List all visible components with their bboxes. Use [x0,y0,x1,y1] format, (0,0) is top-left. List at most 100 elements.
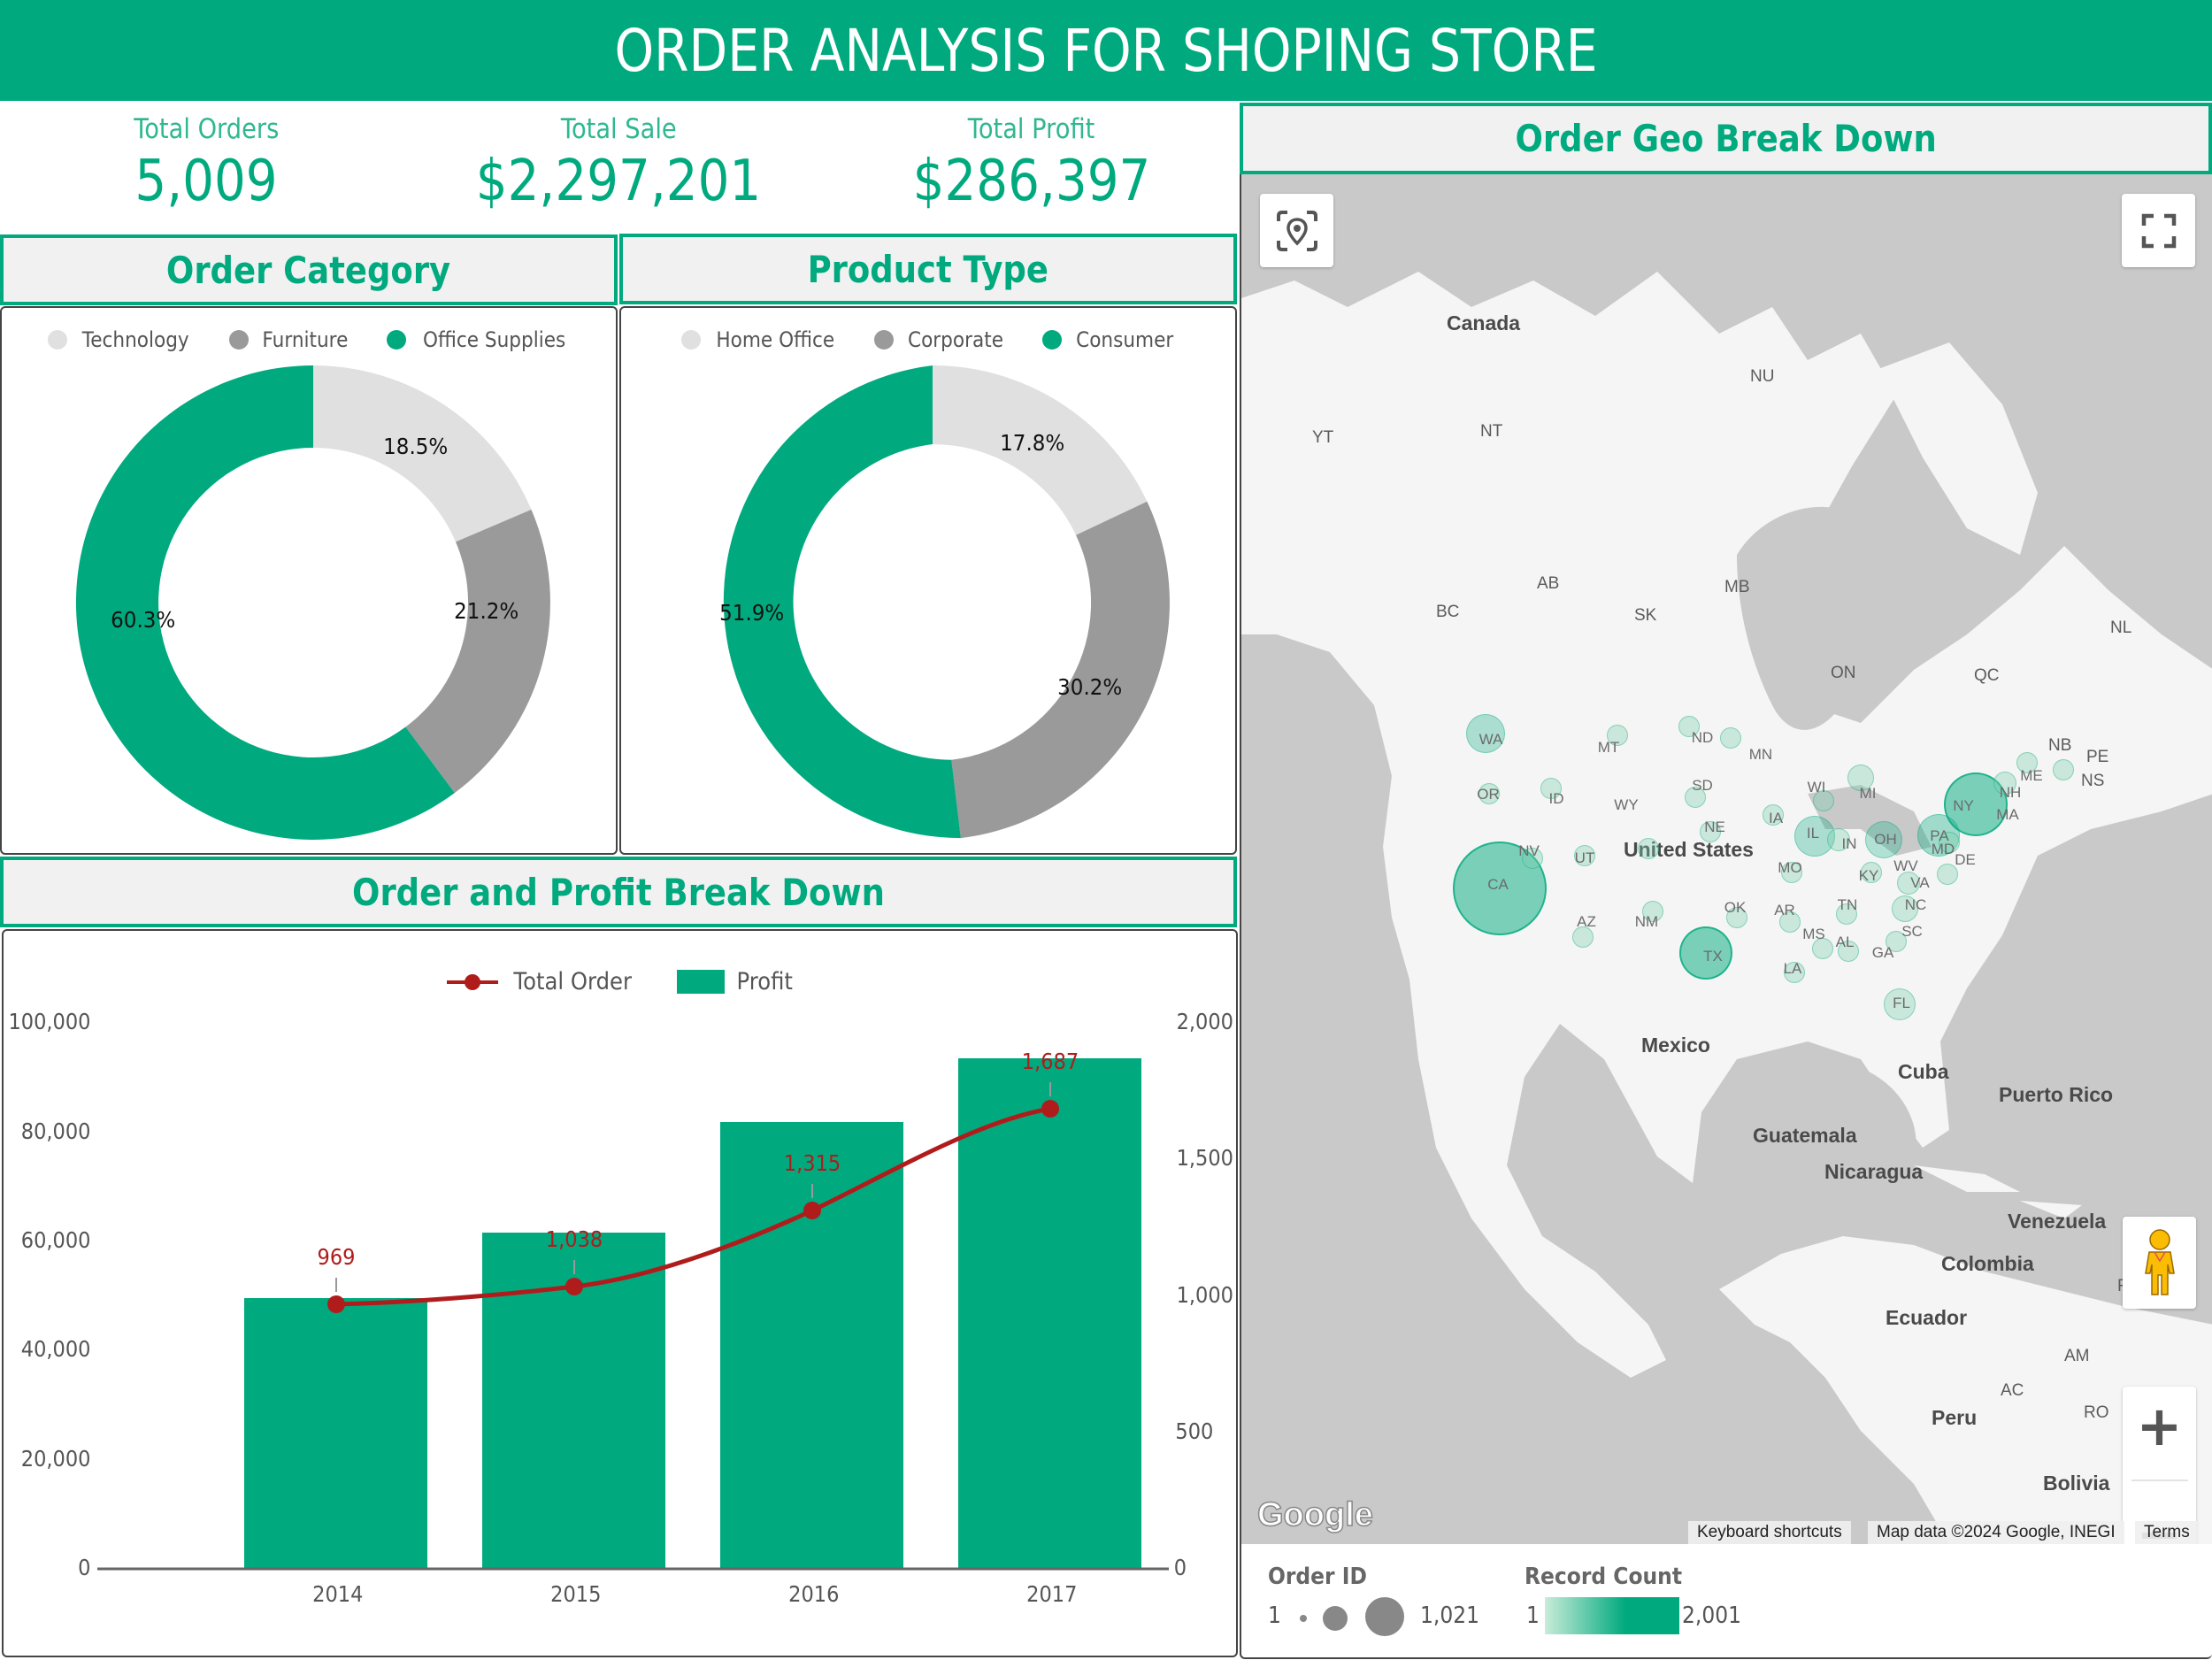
map-label-province: NS [2081,772,2105,790]
bubble-in[interactable] [1827,828,1850,851]
slice-consumer[interactable] [723,365,961,839]
map-label-state: AZ [1577,913,1596,930]
bar-2014[interactable] [244,1298,427,1569]
bubble-co[interactable] [1638,838,1659,859]
map-label-cuba: Cuba [1898,1060,1949,1083]
map-label-state: SC [1901,923,1923,940]
legend-item-home-office[interactable]: Home Office [680,327,841,352]
bubble-ma[interactable] [1993,772,2016,795]
slice-office-supplies[interactable] [75,365,455,840]
zoom-in-button[interactable]: + [2136,1394,2183,1459]
map-label-state: TN [1837,896,1858,913]
kpi-value: $286,397 [912,149,1151,214]
locate-button[interactable] [1260,194,1333,267]
size-legend-title: Order ID [1268,1564,1367,1590]
y-tick-right: 0 [1173,1555,1187,1580]
map-label-state: LA [1783,960,1802,977]
bubble-fl[interactable] [1884,988,1916,1020]
legend-label: Consumer [1076,327,1174,352]
slice-corporate[interactable] [951,501,1170,839]
map-label-state: MI [1859,785,1877,802]
map-label-province: ON [1831,664,1856,682]
map-label-province: MB [1724,578,1750,596]
bubble-mo[interactable] [1781,862,1802,883]
geo-header: Order Geo Break Down [1240,103,2212,174]
bubble-va[interactable] [1897,872,1920,895]
bubble-sd[interactable] [1685,787,1706,808]
legend-label: Office Supplies [422,327,565,352]
point-2016[interactable] [803,1202,821,1219]
legend-item-profit[interactable]: Profit [677,968,795,995]
bubble-la[interactable] [1784,962,1805,983]
bubble-ia[interactable] [1763,804,1784,826]
map-label-state: TX [1703,948,1723,964]
bubble-nv[interactable] [1522,848,1543,869]
legend-item-corporate[interactable]: Corporate [874,327,1009,352]
keyboard-shortcuts-link[interactable]: Keyboard shortcuts [1688,1521,1851,1544]
terms-link[interactable]: Terms [2135,1521,2199,1544]
bubble-mi[interactable] [1847,765,1874,791]
bubble-nc[interactable] [1892,895,1918,922]
locate-pin-icon [1276,210,1317,251]
map-label-province: NT [1480,422,1503,441]
map-data-attribution: Map data ©2024 Google, INEGI [1868,1521,2124,1544]
data-label: 1,315 [783,1150,841,1176]
bubble-al[interactable] [1838,941,1859,962]
bubble-md[interactable] [1937,864,1958,885]
fullscreen-button[interactable] [2122,194,2195,267]
legend-item-office-supplies[interactable]: Office Supplies [386,327,573,352]
legend-item-furniture[interactable]: Furniture [228,327,353,352]
slice-furniture[interactable] [405,509,550,794]
map-label-state: IL [1806,825,1820,842]
legend-dot-icon [228,330,249,350]
bubble-or[interactable] [1479,783,1500,804]
bubble-wa[interactable] [1466,714,1505,753]
size-large-dot-icon [1365,1597,1404,1636]
bubble-ne[interactable] [1700,821,1721,842]
geo-map[interactable]: Canada United States Mexico Cuba Puerto … [1240,174,2212,1544]
legend-item-total-order[interactable]: Total Order [447,968,638,995]
bubble-ms[interactable] [1812,938,1833,959]
bubble-tx[interactable] [1679,926,1732,980]
bubble-ar[interactable] [1779,911,1801,933]
slice-technology[interactable] [313,365,532,542]
slice-label: 51.9% [719,600,785,626]
bubble-mn[interactable] [1720,727,1741,749]
point-2015[interactable] [565,1278,583,1295]
bubble-id[interactable] [1540,778,1562,799]
legend-dot-icon [874,330,895,350]
bubble-nd[interactable] [1678,716,1700,737]
map-label-province: BC [1436,603,1460,621]
kpi-value: $2,297,201 [475,149,762,214]
map-label-state: FL [1893,995,1910,1011]
legend-item-technology[interactable]: Technology [48,327,195,352]
bubble-nj[interactable] [1939,832,1960,853]
bubble-ok[interactable] [1726,907,1747,928]
google-logo[interactable]: Google [1256,1495,1373,1534]
bubble-ky[interactable] [1861,862,1882,883]
bubble-wi[interactable] [1813,790,1834,811]
bubble-az[interactable] [1572,926,1594,948]
bubble-tn[interactable] [1836,903,1857,925]
point-2014[interactable] [327,1295,345,1313]
map-landmass [1241,174,2212,1544]
street-view-pegman[interactable] [2123,1217,2196,1309]
slice-label: 17.8% [1000,430,1065,456]
bubble-oh[interactable] [1865,821,1902,858]
kpi-label: Total Orders [133,113,280,145]
bubble-ut[interactable] [1574,845,1595,866]
legend-item-consumer[interactable]: Consumer [1042,327,1179,352]
map-label-province: AC [2001,1381,2024,1400]
bar-2017[interactable] [958,1058,1141,1569]
bubble-me[interactable] [2053,759,2074,780]
bubble-nm[interactable] [1642,901,1663,922]
bubble-mt[interactable] [1607,725,1628,746]
slice-home-office[interactable] [933,365,1148,535]
bubble-sc[interactable] [1886,931,1907,952]
y-tick-right: 2,000 [1176,1009,1233,1034]
point-2017[interactable] [1041,1100,1059,1118]
bar-line-svg [97,1058,1169,1571]
bubble-nh[interactable] [2016,752,2038,773]
color-gradient-bar [1545,1597,1679,1634]
map-label-province: YT [1312,428,1334,447]
